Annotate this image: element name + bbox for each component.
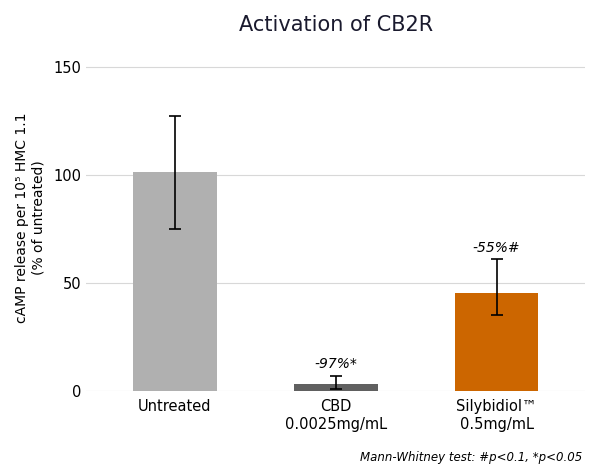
Title: Activation of CB2R: Activation of CB2R bbox=[239, 15, 433, 35]
Text: Mann-Whitney test: #p<0.1, *p<0.05: Mann-Whitney test: #p<0.1, *p<0.05 bbox=[360, 451, 582, 464]
Text: -55%#: -55%# bbox=[473, 241, 520, 255]
Bar bbox=[455, 293, 538, 391]
Bar bbox=[294, 384, 377, 391]
Text: -97%*: -97%* bbox=[314, 357, 357, 371]
Y-axis label: cAMP release per 10⁵ HMC 1.1
(% of untreated): cAMP release per 10⁵ HMC 1.1 (% of untre… bbox=[15, 113, 45, 323]
Bar bbox=[133, 172, 217, 391]
